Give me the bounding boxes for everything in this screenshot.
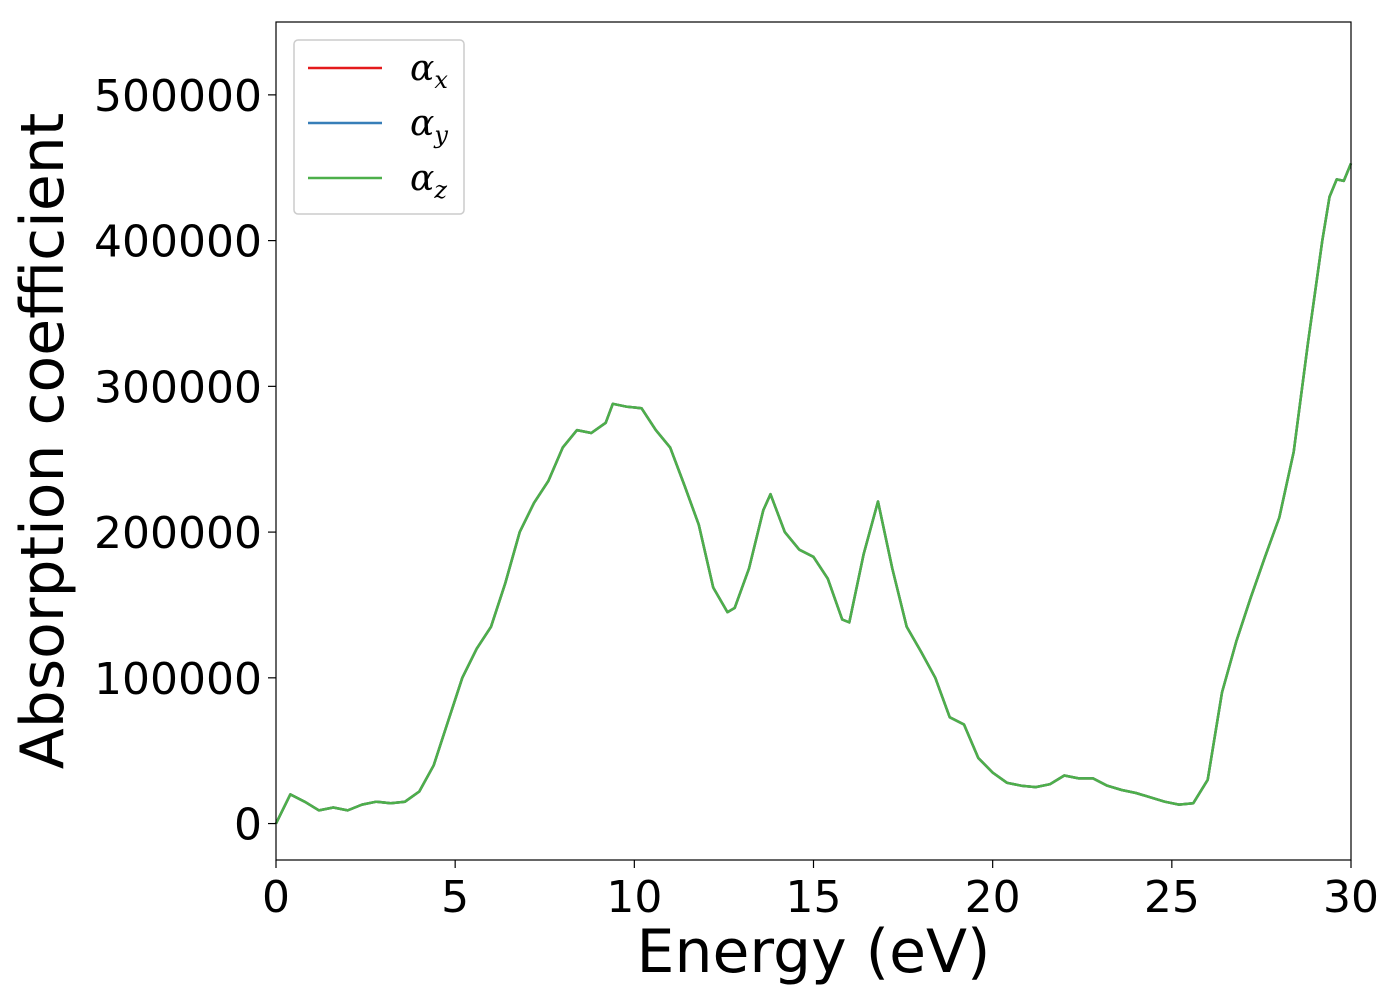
- x-axis-title: Energy (eV): [637, 917, 991, 987]
- series-line-alpha-x: [274, 162, 1353, 825]
- legend-label-symbol: α: [410, 103, 434, 144]
- legend-label-alpha-y: αy: [410, 103, 448, 149]
- legend-label-alpha-z: αz: [410, 158, 447, 204]
- x-tick-label: 0: [262, 872, 290, 923]
- series-layer: [274, 162, 1353, 825]
- y-tick-label: 400000: [94, 217, 262, 268]
- legend-label-subscript: y: [433, 121, 448, 149]
- legend-label-subscript: z: [433, 176, 447, 204]
- y-tick-label: 100000: [94, 654, 262, 705]
- x-tick-label: 15: [786, 872, 842, 923]
- y-tick-label: 500000: [94, 71, 262, 122]
- y-axis-title: Absorption coefficient: [8, 113, 78, 770]
- x-tick-label: 20: [965, 872, 1021, 923]
- x-tick-label: 25: [1144, 872, 1200, 923]
- y-tick-label: 300000: [94, 362, 262, 413]
- legend-label-subscript: x: [434, 66, 448, 94]
- legend-label-alpha-x: αx: [410, 48, 448, 94]
- legend-label-symbol: α: [410, 48, 434, 89]
- x-tick-label: 5: [441, 872, 469, 923]
- x-tick-label: 10: [606, 872, 662, 923]
- series-line-alpha-y: [274, 162, 1353, 825]
- y-tick-label: 200000: [94, 508, 262, 559]
- y-axis-ticks: 0 100000 200000 300000 400000 500000: [94, 71, 276, 851]
- x-tick-label: 30: [1323, 872, 1379, 923]
- legend-label-symbol: α: [410, 158, 434, 199]
- x-axis-ticks: 0 5 10 15 20 25 30: [262, 860, 1379, 923]
- series-line-alpha-z: [274, 162, 1353, 825]
- legend-box: [293, 39, 465, 215]
- y-tick-label: 0: [234, 800, 262, 851]
